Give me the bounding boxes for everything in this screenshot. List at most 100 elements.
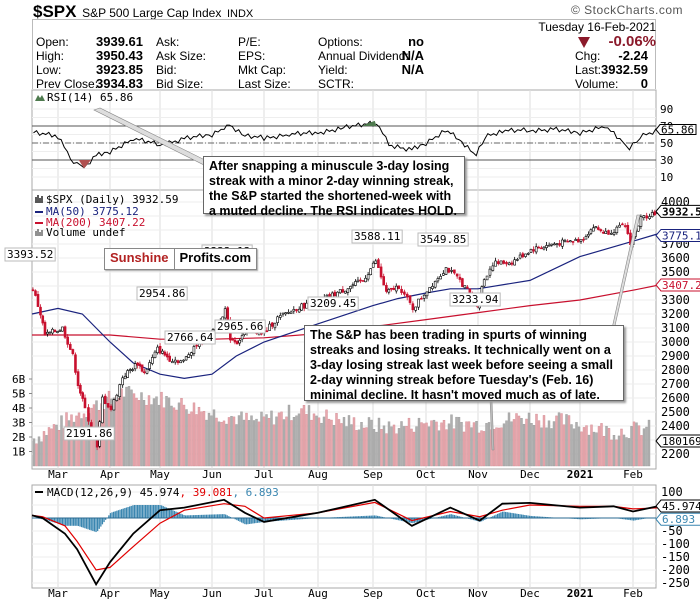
volume-tag	[655, 434, 700, 448]
rsi-tick-label: 10	[660, 171, 673, 184]
macd-histogram-bar	[349, 516, 352, 518]
volume-bar	[205, 419, 208, 467]
macd-histogram-bar	[301, 518, 304, 520]
macd-histogram-bar	[61, 518, 64, 525]
volume-bar	[422, 423, 426, 467]
volume-bar	[537, 420, 541, 467]
macd-histogram-bar	[84, 518, 86, 529]
price-label: 3588.11	[354, 230, 400, 243]
volume-bar	[530, 423, 533, 467]
macd-histogram-bar	[269, 518, 272, 522]
macd-histogram-bar	[444, 515, 446, 518]
macd-histogram-bar	[460, 516, 462, 518]
macd-hist-tag	[655, 512, 700, 526]
volume-bar	[167, 397, 171, 467]
candle-body	[53, 329, 57, 332]
volume-bar	[585, 425, 588, 467]
macd-histogram-bar	[303, 518, 305, 520]
volume-bar	[460, 421, 463, 467]
volume-bar	[265, 414, 268, 467]
volume-bar	[125, 386, 128, 467]
candle-body	[68, 344, 72, 350]
candle-body	[444, 267, 448, 275]
volume-bar	[407, 417, 411, 467]
candle-body	[482, 279, 486, 287]
candle-body	[491, 265, 495, 271]
macd-histogram-bar	[149, 505, 152, 518]
sunshine-profits-logo: Sunshine Profits.com	[104, 248, 258, 270]
candle-body	[61, 326, 64, 332]
volume-tick-label: 1B	[12, 446, 26, 459]
volume-bar	[187, 413, 191, 467]
candle-body	[382, 276, 386, 286]
volume-bar	[45, 435, 48, 467]
volume-bar	[372, 429, 376, 467]
candle-body	[566, 240, 569, 243]
macd-histogram-bar	[577, 518, 579, 520]
candle-body	[101, 396, 104, 424]
macd-histogram-bar	[132, 505, 134, 518]
macd-histogram-bar	[189, 515, 192, 518]
quote-value: no	[408, 34, 424, 49]
volume-bar	[617, 435, 621, 467]
candle-body	[439, 276, 442, 280]
candle-body	[639, 216, 643, 227]
macd-histogram-bar	[445, 515, 448, 518]
macd-histogram-bar	[111, 512, 113, 518]
quote-value: 3950.43	[96, 48, 143, 63]
candle-body	[392, 287, 396, 290]
macd-histogram-bar	[156, 505, 158, 518]
macd-histogram-bar	[293, 518, 296, 520]
volume-bar	[545, 427, 548, 467]
macd-histogram-bar	[522, 514, 524, 518]
volume-bar	[560, 413, 563, 467]
macd-histogram-bar	[52, 518, 54, 523]
volume-bar	[37, 436, 41, 467]
candle-body	[354, 281, 357, 286]
macd-histogram-bar	[362, 515, 364, 518]
candle-body	[126, 370, 129, 378]
month-label: Oct	[416, 587, 436, 600]
volume-bar	[535, 413, 538, 467]
volume-bar	[57, 430, 61, 467]
ma50-tag-label: 3775.12	[662, 229, 700, 242]
macd-legend: MACD(12,26,9) 45.974, 39.081, 6.893	[47, 486, 279, 499]
macd-histogram-bar	[105, 518, 107, 520]
candle-body	[558, 243, 561, 246]
candle-body	[151, 357, 154, 364]
volume-bar	[552, 421, 556, 467]
macd-histogram-bar	[241, 518, 243, 523]
candle-body	[645, 215, 649, 219]
annotation-rsi: After snapping a minuscule 3-day losing …	[203, 156, 465, 218]
macd-histogram-bar	[74, 518, 76, 526]
candle-body	[601, 231, 605, 234]
macd-histogram-bar	[495, 514, 497, 518]
volume-bar	[402, 426, 406, 467]
macd-histogram-bar	[421, 518, 424, 521]
volume-bar	[522, 423, 526, 467]
volume-bar	[115, 396, 118, 467]
candle-body	[450, 270, 453, 272]
volume-bar	[380, 429, 383, 467]
change-percent: -0.06%	[608, 33, 656, 50]
macd-histogram-bar	[343, 516, 345, 518]
month-label: Nov	[468, 468, 488, 481]
ma50-line	[31, 232, 660, 380]
volume-bar	[32, 438, 36, 467]
candle-body	[66, 336, 69, 345]
volume-bar	[347, 415, 351, 467]
volume-bar	[315, 415, 318, 467]
month-label: Sep	[363, 468, 383, 481]
price-tick-label: 3300	[661, 293, 690, 307]
volume-bar	[212, 409, 216, 467]
macd-histogram-bar	[196, 515, 198, 518]
macd-histogram-bar	[154, 505, 156, 518]
volume-bar	[342, 417, 346, 467]
volume-bar	[480, 430, 483, 467]
logo-profits: Profits.com	[179, 250, 252, 265]
price-label-box	[351, 229, 403, 244]
volume-bar	[647, 419, 651, 467]
macd-histogram-bar	[205, 514, 208, 518]
macd-histogram-bar	[527, 515, 529, 518]
